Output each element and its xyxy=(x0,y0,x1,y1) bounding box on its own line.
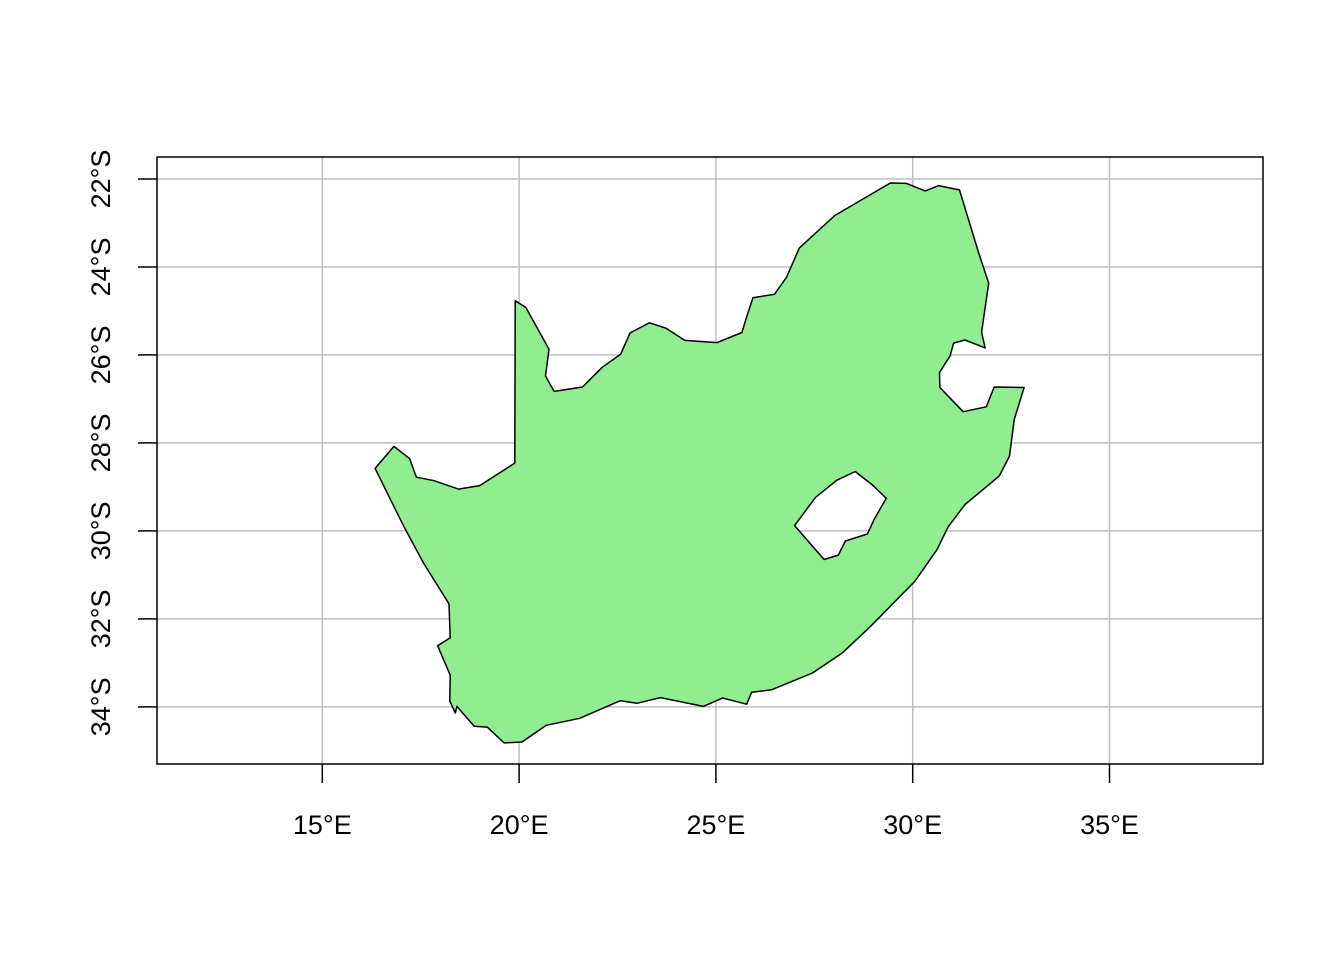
y-axis: 22°S 24°S 26°S 28°S 30°S 32°S 34°S xyxy=(86,150,157,736)
x-tick-label-2: 25°E xyxy=(686,810,745,840)
map-frame xyxy=(156,156,1264,765)
x-tick-label-4: 35°E xyxy=(1080,810,1139,840)
x-tick-label-1: 20°E xyxy=(490,810,549,840)
south-africa-shape xyxy=(374,182,1025,744)
y-tick-label-4: 30°S xyxy=(86,501,116,560)
y-tick-label-1: 24°S xyxy=(86,238,116,297)
y-tick-label-0: 22°S xyxy=(86,150,116,209)
y-tick-label-5: 32°S xyxy=(86,589,116,648)
x-axis: 15°E 20°E 25°E 30°E 35°E xyxy=(293,764,1139,840)
x-tick-label-3: 30°E xyxy=(883,810,942,840)
y-tick-label-3: 28°S xyxy=(86,413,116,472)
y-tick-label-6: 34°S xyxy=(86,677,116,736)
x-tick-label-0: 15°E xyxy=(293,810,352,840)
y-tick-label-2: 26°S xyxy=(86,326,116,385)
